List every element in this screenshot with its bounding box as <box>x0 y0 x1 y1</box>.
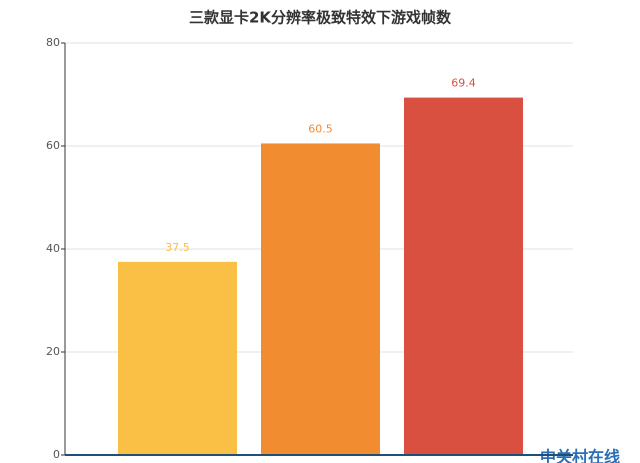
y-tick-label: 80 <box>46 36 60 49</box>
chart-title: 三款显卡2K分辨率极致特效下游戏帧数 <box>189 9 452 27</box>
y-tick-label: 20 <box>46 345 60 358</box>
bar <box>261 143 380 456</box>
watermark: 中关村在线 <box>540 448 620 463</box>
bar <box>118 261 237 455</box>
y-tick-label: 40 <box>46 242 60 255</box>
y-tick-label: 0 <box>53 448 60 461</box>
data-label: 37.5 <box>165 241 190 254</box>
y-tick-label: 60 <box>46 139 60 152</box>
bar <box>404 97 523 455</box>
data-label: 69.4 <box>451 77 476 90</box>
data-label: 60.5 <box>308 122 333 135</box>
